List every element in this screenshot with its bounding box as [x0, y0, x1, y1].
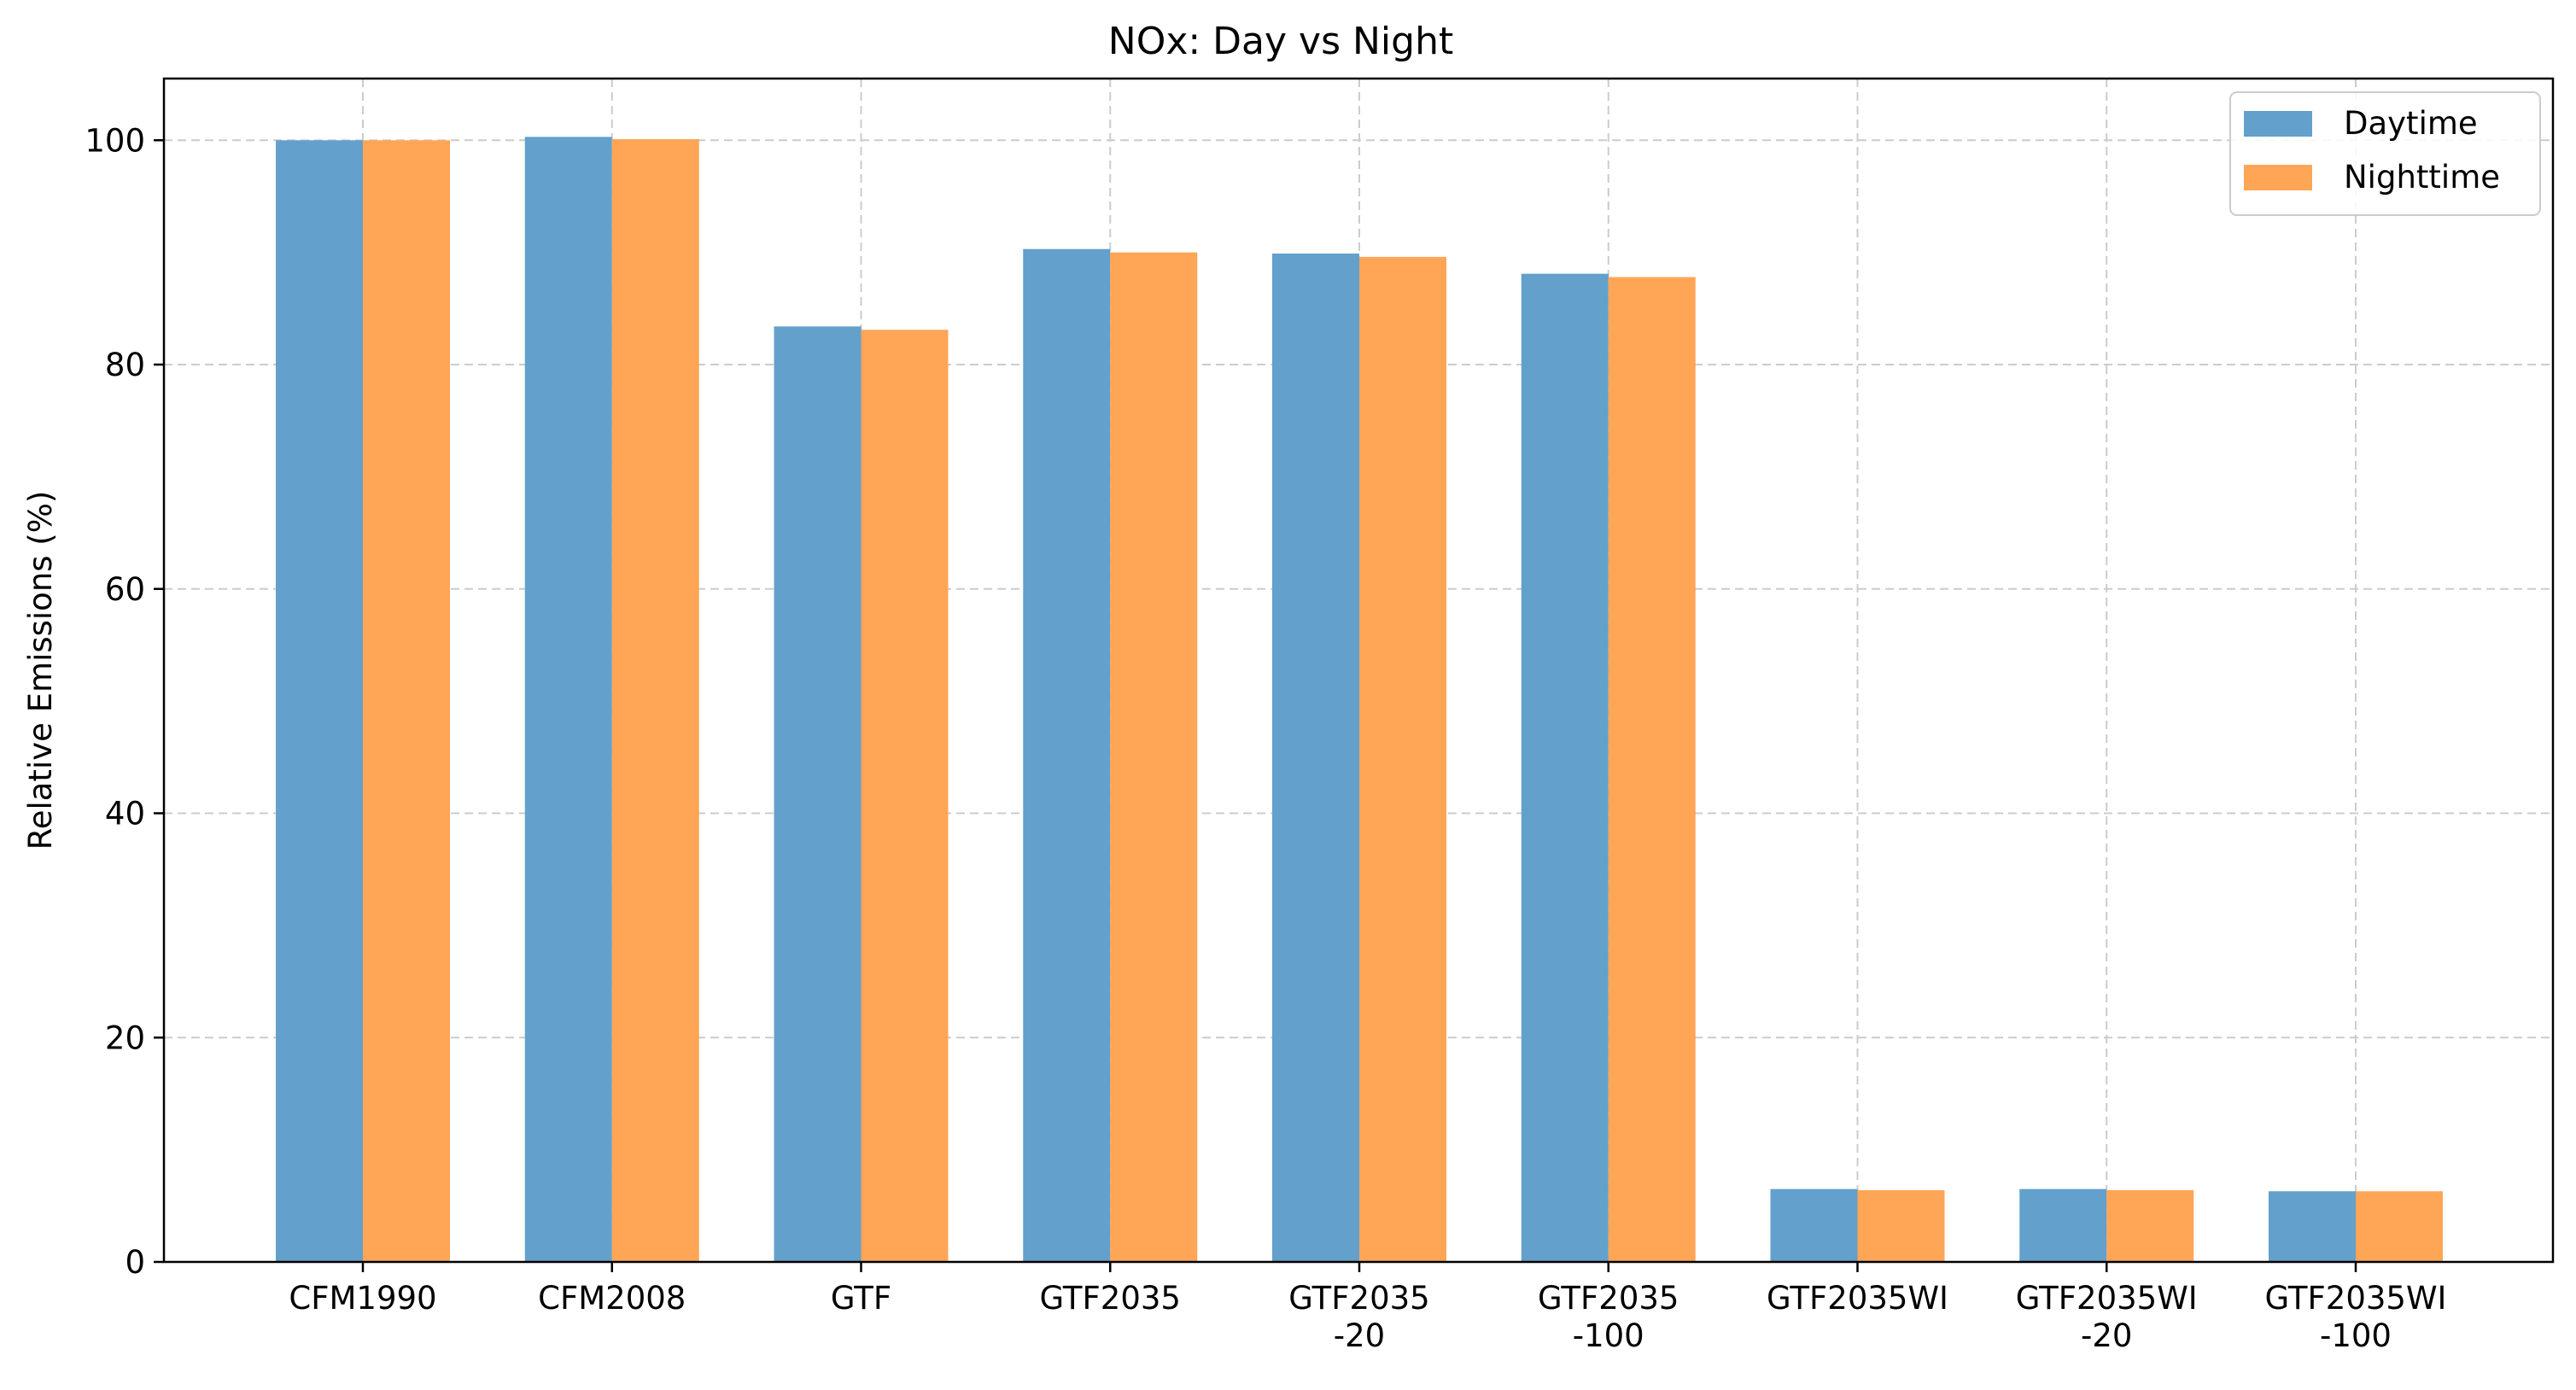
y-tick-label: 20	[105, 1019, 145, 1056]
bar-nighttime	[861, 330, 949, 1262]
y-tick-label: 0	[125, 1244, 145, 1281]
bar-daytime	[2269, 1191, 2356, 1262]
x-tick-label-line: -20	[2081, 1317, 2132, 1354]
y-tick-label: 60	[105, 571, 145, 608]
bar-nighttime	[1359, 256, 1446, 1263]
x-tick-label-line: CFM1990	[289, 1280, 436, 1317]
y-tick-label: 40	[105, 796, 145, 832]
legend-label-daytime: Daytime	[2344, 105, 2478, 142]
bar-daytime	[774, 326, 862, 1263]
bar-daytime	[1770, 1189, 1858, 1262]
bar-nighttime	[2106, 1189, 2194, 1262]
x-tick-label: GTF2035WI -100	[2265, 1280, 2447, 1354]
x-tick-label-line: GTF	[831, 1280, 891, 1317]
x-tick-label: GTF	[831, 1280, 891, 1317]
bar-nighttime	[363, 140, 450, 1263]
x-tick-label: CFM1990	[289, 1280, 436, 1317]
chart-title: NOx: Day vs Night	[1108, 20, 1453, 63]
x-tick-label-line: GTF2035	[1040, 1280, 1181, 1317]
bar-daytime	[1023, 248, 1111, 1262]
y-tick-label: 100	[85, 122, 145, 159]
bar-daytime	[276, 140, 363, 1263]
legend-swatch-daytime	[2244, 111, 2312, 137]
bar-nighttime	[2356, 1191, 2443, 1262]
x-tick-label-line: GTF2035WI	[2265, 1280, 2447, 1317]
x-axis-ticks: CFM1990 CFM2008 GTF GTF2035 GTF2035 -20GTF203…	[289, 1262, 2446, 1354]
y-axis-ticks: 0 20 40 60 80 100	[85, 122, 164, 1281]
bar-daytime	[1272, 253, 1359, 1262]
legend-label-nighttime: Nighttime	[2344, 159, 2500, 196]
bar-nighttime	[1110, 252, 1198, 1262]
x-tick-label: GTF2035WI	[1767, 1280, 1948, 1317]
y-axis-label: Relative Emissions (%)	[22, 491, 59, 850]
x-tick-label: GTF2035WI -20	[2016, 1280, 2198, 1354]
legend: Daytime Nighttime	[2229, 91, 2541, 216]
x-tick-label: GTF2035	[1040, 1280, 1181, 1317]
x-tick-label: CFM2008	[538, 1280, 686, 1317]
x-tick-label-line: CFM2008	[538, 1280, 686, 1317]
legend-swatch-nighttime	[2244, 165, 2312, 190]
x-tick-label-line: GTF2035WI	[2016, 1280, 2198, 1317]
x-tick-label-line: GTF2035	[1288, 1280, 1429, 1317]
x-tick-label: GTF2035 -100	[1538, 1280, 1679, 1354]
bar-daytime	[1521, 273, 1609, 1263]
bar-nighttime	[611, 138, 699, 1263]
x-tick-label-line: GTF2035WI	[1767, 1280, 1948, 1317]
bars	[276, 137, 2443, 1263]
bar-daytime	[524, 137, 612, 1262]
x-tick-label-line: -20	[1334, 1317, 1385, 1354]
bar-daytime	[2019, 1189, 2107, 1262]
y-tick-label: 80	[105, 347, 145, 383]
x-tick-label: GTF2035 -20	[1288, 1280, 1429, 1354]
bar-nighttime	[1608, 277, 1696, 1262]
bar-nighttime	[1857, 1189, 1945, 1262]
x-tick-label-line: -100	[2320, 1317, 2392, 1354]
x-tick-label-line: -100	[1573, 1317, 1644, 1354]
x-tick-label-line: GTF2035	[1538, 1280, 1679, 1317]
